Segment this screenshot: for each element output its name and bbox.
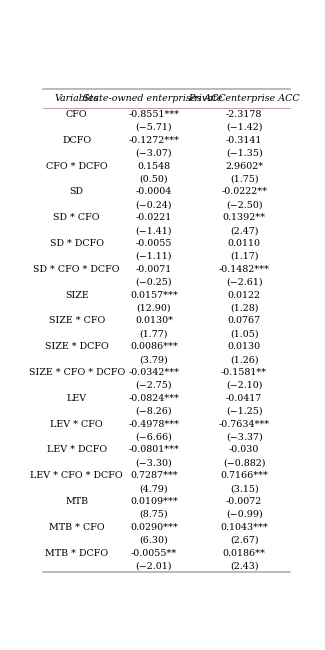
Text: -0.0071: -0.0071	[136, 265, 172, 274]
Text: SD * CFO: SD * CFO	[53, 213, 100, 222]
Text: 0.0130*: 0.0130*	[135, 317, 173, 326]
Text: (−2.75): (−2.75)	[136, 381, 172, 390]
Text: -0.0221: -0.0221	[136, 213, 172, 222]
Text: (−1.25): (−1.25)	[226, 407, 263, 416]
Text: Variables: Variables	[55, 94, 99, 103]
Text: SIZE * CFO: SIZE * CFO	[48, 317, 105, 326]
Text: 0.0110: 0.0110	[227, 239, 261, 248]
Text: -0.0342***: -0.0342***	[128, 368, 179, 377]
Text: (−3.07): (−3.07)	[136, 149, 172, 158]
Text: SD: SD	[70, 187, 84, 196]
Text: (−5.71): (−5.71)	[136, 123, 172, 132]
Text: -0.0072: -0.0072	[226, 497, 262, 506]
Text: (1.77): (1.77)	[140, 330, 168, 338]
Text: (2.67): (2.67)	[230, 536, 258, 545]
Text: (1.26): (1.26)	[230, 355, 258, 364]
Text: (−0.99): (−0.99)	[226, 510, 263, 519]
Text: (−2.61): (−2.61)	[226, 278, 263, 287]
Text: -2.3178: -2.3178	[226, 110, 262, 119]
Text: (1.75): (1.75)	[230, 174, 258, 183]
Text: LEV: LEV	[67, 394, 87, 403]
Text: 0.1392**: 0.1392**	[223, 213, 266, 222]
Text: 0.0109***: 0.0109***	[130, 497, 178, 506]
Text: 0.0290***: 0.0290***	[130, 523, 178, 532]
Text: -0.4978***: -0.4978***	[128, 420, 179, 428]
Text: (3.15): (3.15)	[230, 484, 258, 493]
Text: (−3.30): (−3.30)	[136, 458, 172, 467]
Text: DCFO: DCFO	[62, 136, 91, 145]
Text: -0.8551***: -0.8551***	[128, 110, 179, 119]
Text: 0.1548: 0.1548	[137, 162, 171, 170]
Text: (2.47): (2.47)	[230, 226, 258, 235]
Text: MTB: MTB	[65, 497, 88, 506]
Text: (−1.11): (−1.11)	[136, 252, 172, 261]
Text: SD * CFO * DCFO: SD * CFO * DCFO	[33, 265, 120, 274]
Text: (−1.42): (−1.42)	[226, 123, 262, 132]
Text: SD * DCFO: SD * DCFO	[50, 239, 104, 248]
Text: (−2.10): (−2.10)	[226, 381, 262, 390]
Text: (−2.01): (−2.01)	[136, 562, 172, 571]
Text: -0.3141: -0.3141	[226, 136, 262, 145]
Text: SIZE * CFO * DCFO: SIZE * CFO * DCFO	[29, 368, 125, 377]
Text: LEV * DCFO: LEV * DCFO	[46, 445, 107, 454]
Text: (−1.41): (−1.41)	[136, 226, 172, 235]
Text: 0.0157***: 0.0157***	[130, 291, 178, 300]
Text: -0.0801***: -0.0801***	[128, 445, 179, 454]
Text: CFO: CFO	[66, 110, 87, 119]
Text: 0.7287***: 0.7287***	[130, 471, 178, 480]
Text: 0.0767: 0.0767	[227, 317, 261, 326]
Text: 0.0122: 0.0122	[227, 291, 261, 300]
Text: 0.7166***: 0.7166***	[220, 471, 268, 480]
Text: (−3.37): (−3.37)	[226, 432, 263, 441]
Text: 0.1043***: 0.1043***	[220, 523, 268, 532]
Text: -0.0824***: -0.0824***	[128, 394, 179, 403]
Text: 0.0130: 0.0130	[227, 342, 261, 351]
Text: -0.1272***: -0.1272***	[128, 136, 179, 145]
Text: -0.0222**: -0.0222**	[221, 187, 267, 196]
Text: -0.7634***: -0.7634***	[219, 420, 270, 428]
Text: (0.50): (0.50)	[140, 174, 168, 183]
Text: SIZE * DCFO: SIZE * DCFO	[45, 342, 109, 351]
Text: (1.28): (1.28)	[230, 304, 258, 313]
Text: (4.79): (4.79)	[140, 484, 168, 493]
Text: -0.0004: -0.0004	[136, 187, 172, 196]
Text: (6.30): (6.30)	[140, 536, 168, 545]
Text: (−0.882): (−0.882)	[223, 458, 266, 467]
Text: LEV * CFO: LEV * CFO	[50, 420, 103, 428]
Text: (−2.50): (−2.50)	[226, 200, 263, 209]
Text: -0.1581**: -0.1581**	[221, 368, 267, 377]
Text: (−1.35): (−1.35)	[226, 149, 263, 158]
Text: LEV * CFO * DCFO: LEV * CFO * DCFO	[30, 471, 123, 480]
Text: MTB * CFO: MTB * CFO	[49, 523, 104, 532]
Text: MTB * DCFO: MTB * DCFO	[45, 549, 108, 558]
Text: CFO * DCFO: CFO * DCFO	[46, 162, 108, 170]
Text: Private enterprise ACC: Private enterprise ACC	[188, 94, 300, 103]
Text: (3.79): (3.79)	[140, 355, 168, 364]
Text: 0.0186**: 0.0186**	[223, 549, 266, 558]
Text: 2.9602*: 2.9602*	[225, 162, 263, 170]
Text: SIZE: SIZE	[65, 291, 88, 300]
Text: (1.05): (1.05)	[230, 330, 258, 338]
Text: -0.030: -0.030	[229, 445, 259, 454]
Text: (−6.66): (−6.66)	[136, 432, 172, 441]
Text: (1.17): (1.17)	[230, 252, 258, 261]
Text: -0.0417: -0.0417	[226, 394, 262, 403]
Text: -0.0055**: -0.0055**	[131, 549, 177, 558]
Text: (12.90): (12.90)	[136, 304, 171, 313]
Text: (−8.26): (−8.26)	[136, 407, 172, 416]
Text: -0.0055: -0.0055	[136, 239, 172, 248]
Text: State-owned enterprises ACC: State-owned enterprises ACC	[83, 94, 225, 103]
Text: 0.0086***: 0.0086***	[130, 342, 178, 351]
Text: (−0.25): (−0.25)	[136, 278, 172, 287]
Text: -0.1482***: -0.1482***	[219, 265, 269, 274]
Text: (8.75): (8.75)	[140, 510, 168, 519]
Text: (2.43): (2.43)	[230, 562, 258, 571]
Text: (−0.24): (−0.24)	[136, 200, 172, 209]
